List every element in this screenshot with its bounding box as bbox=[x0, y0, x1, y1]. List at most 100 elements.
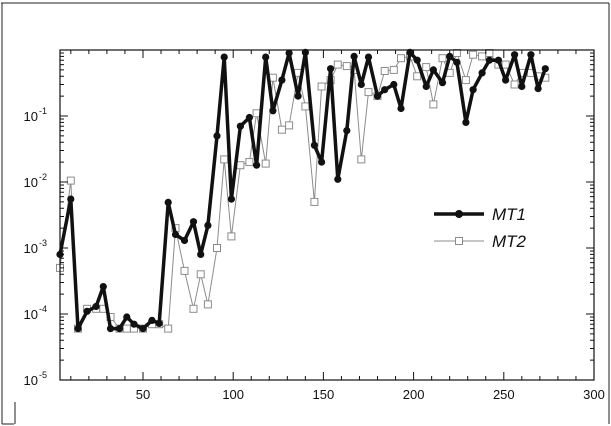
data-point-mt2 bbox=[220, 155, 229, 164]
data-point-mt2 bbox=[236, 161, 245, 170]
data-point-mt1 bbox=[213, 132, 221, 140]
y-tick-exponent: -5 bbox=[39, 370, 47, 380]
data-point-mt1 bbox=[99, 283, 107, 291]
data-point-mt2 bbox=[438, 54, 447, 63]
data-point-mt2 bbox=[501, 60, 510, 69]
data-point-mt1 bbox=[373, 92, 382, 100]
data-point-mt1 bbox=[164, 198, 172, 206]
data-point-mt2 bbox=[389, 65, 398, 74]
data-point-mt1 bbox=[343, 127, 351, 135]
legend-label-mt1: MT1 bbox=[492, 205, 526, 224]
legend: MT1 MT2 bbox=[428, 198, 550, 256]
y-tick-exponent: -3 bbox=[39, 238, 47, 248]
data-point-mt1 bbox=[294, 92, 302, 100]
data-point-mt1 bbox=[397, 104, 405, 113]
x-tick-label: 150 bbox=[313, 387, 335, 402]
data-point-mt1 bbox=[123, 313, 131, 321]
y-tick-label: 10 bbox=[24, 109, 38, 124]
data-point-mt2 bbox=[213, 244, 221, 252]
data-point-mt2 bbox=[261, 159, 270, 168]
data-point-mt2 bbox=[342, 62, 351, 71]
data-point-mt2 bbox=[422, 63, 431, 72]
data-point-mt1 bbox=[130, 320, 138, 328]
data-point-mt1 bbox=[502, 76, 510, 84]
data-point-mt1 bbox=[541, 65, 549, 73]
data-point-mt1 bbox=[236, 122, 244, 130]
data-point-mt2 bbox=[196, 270, 205, 279]
series-layer bbox=[56, 48, 550, 333]
data-point-mt2 bbox=[301, 102, 310, 111]
data-point-mt2 bbox=[66, 176, 75, 185]
data-point-mt1 bbox=[74, 325, 82, 333]
data-point-mt1 bbox=[262, 53, 270, 61]
y-tick-label: 10 bbox=[24, 307, 38, 322]
x-tick-label: 100 bbox=[222, 387, 244, 402]
data-point-mt1 bbox=[422, 82, 430, 91]
data-point-mt1 bbox=[310, 141, 318, 149]
y-tick-base: 10 bbox=[24, 109, 38, 124]
data-point-mt2 bbox=[413, 72, 422, 81]
data-point-mt1 bbox=[469, 86, 477, 94]
data-point-mt1 bbox=[350, 52, 358, 61]
data-point-mt1 bbox=[67, 195, 75, 203]
data-point-mt1 bbox=[245, 113, 253, 122]
data-point-mt1 bbox=[227, 195, 235, 203]
y-tick-label: 10 bbox=[24, 241, 38, 256]
data-point-mt1 bbox=[357, 80, 365, 89]
plot-border bbox=[59, 49, 595, 381]
data-point-mt2 bbox=[164, 324, 173, 333]
data-point-mt1 bbox=[220, 53, 228, 61]
y-tick-label: 10 bbox=[24, 373, 38, 388]
data-point-mt1 bbox=[462, 118, 470, 126]
data-point-mt2 bbox=[245, 158, 254, 167]
data-point-mt1 bbox=[204, 221, 212, 229]
y-tick-base: 10 bbox=[24, 307, 38, 322]
data-point-mt1 bbox=[390, 80, 398, 89]
y-tick-base: 10 bbox=[24, 175, 38, 190]
data-point-mt2 bbox=[429, 100, 438, 109]
data-point-mt2 bbox=[180, 266, 189, 275]
data-point-mt2 bbox=[122, 324, 131, 333]
data-point-mt2 bbox=[357, 155, 366, 164]
data-point-mt2 bbox=[364, 88, 373, 97]
data-point-mt2 bbox=[317, 82, 326, 91]
data-point-mt2 bbox=[397, 54, 405, 63]
data-point-mt1 bbox=[197, 250, 205, 258]
data-point-mt1 bbox=[453, 58, 461, 66]
legend-label-mt2: MT2 bbox=[492, 232, 527, 251]
data-point-mt1 bbox=[364, 53, 373, 61]
data-point-mt1 bbox=[334, 175, 342, 183]
data-point-mt1 bbox=[278, 76, 286, 84]
data-point-mt1 bbox=[406, 48, 414, 57]
data-point-mt1 bbox=[478, 69, 486, 77]
data-point-mt1 bbox=[518, 82, 526, 91]
data-point-mt1 bbox=[92, 302, 100, 311]
data-point-mt2 bbox=[203, 300, 212, 309]
data-point-mt1 bbox=[438, 79, 447, 87]
data-point-mt1 bbox=[413, 56, 421, 64]
x-tick-label: 300 bbox=[583, 387, 605, 402]
x-tick-label: 250 bbox=[493, 387, 515, 402]
legend-marker-mt1 bbox=[455, 210, 463, 218]
data-point-mt2 bbox=[227, 232, 236, 241]
data-point-mt2 bbox=[510, 80, 519, 89]
data-point-mt1 bbox=[139, 325, 147, 333]
data-point-mt1 bbox=[510, 51, 519, 59]
y-tick-exponent: -1 bbox=[39, 106, 47, 116]
data-point-mt1 bbox=[148, 316, 156, 324]
data-point-mt1 bbox=[155, 319, 163, 327]
data-point-mt1 bbox=[106, 325, 115, 333]
legend-box bbox=[428, 198, 550, 256]
data-point-mt1 bbox=[327, 65, 335, 73]
data-point-mt2 bbox=[333, 60, 342, 69]
data-point-mt1 bbox=[429, 66, 437, 74]
data-point-mt1 bbox=[83, 307, 91, 315]
series-mt1 bbox=[56, 48, 549, 333]
y-tick-label: 10 bbox=[24, 175, 38, 190]
y-tick-base: 10 bbox=[24, 373, 38, 388]
data-point-mt1 bbox=[527, 51, 535, 59]
data-point-mt1 bbox=[171, 230, 180, 239]
data-point-mt2 bbox=[380, 67, 389, 75]
